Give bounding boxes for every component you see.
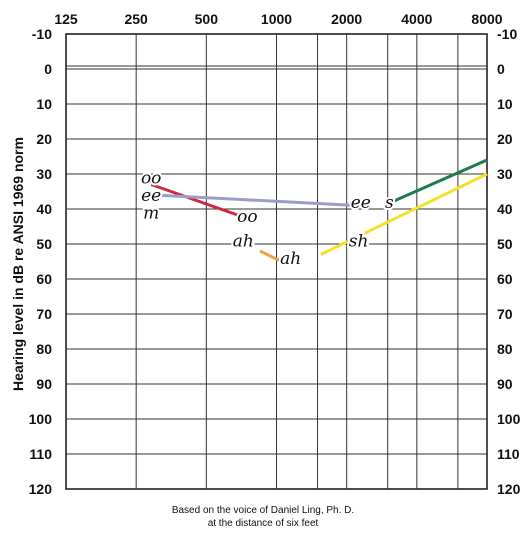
y-tick-label-left: 30 bbox=[36, 166, 52, 182]
phoneme-label: m bbox=[143, 204, 159, 224]
y-tick-label-left: 50 bbox=[36, 236, 52, 252]
y-axis-title: Hearing level in dB re ANSI 1969 norm bbox=[10, 137, 26, 391]
phoneme-label: oo bbox=[141, 169, 161, 189]
series-line bbox=[320, 172, 488, 256]
grid bbox=[65, 33, 488, 490]
series-lines bbox=[150, 158, 488, 263]
series-line bbox=[150, 183, 241, 218]
x-tick-label: 8000 bbox=[471, 11, 502, 27]
y-tick-label-left: 70 bbox=[36, 306, 52, 322]
x-tick-label: 4000 bbox=[401, 11, 432, 27]
phoneme-label: s bbox=[385, 193, 394, 213]
phoneme-label: ah bbox=[233, 232, 254, 252]
y-tick-label-left: 10 bbox=[36, 96, 52, 112]
y-tick-label-left: 60 bbox=[36, 271, 52, 287]
y-tick-label-right: 30 bbox=[497, 166, 513, 182]
y-tick-label-right: 20 bbox=[497, 131, 513, 147]
x-tick-label: 250 bbox=[124, 11, 148, 27]
y-tick-label-right: 90 bbox=[497, 376, 513, 392]
y-tick-label-left: -10 bbox=[32, 26, 52, 42]
y-tick-label-right: 0 bbox=[497, 61, 505, 77]
y-tick-label-right: 40 bbox=[497, 201, 513, 217]
y-tick-label-right: -10 bbox=[497, 26, 517, 42]
phoneme-label: ee bbox=[141, 186, 161, 206]
y-tick-label-left: 100 bbox=[29, 411, 53, 427]
y-tick-label-left: 110 bbox=[29, 446, 52, 462]
x-tick-label: 1000 bbox=[261, 11, 292, 27]
y-tick-label-left: 0 bbox=[44, 61, 52, 77]
y-tick-label-left: 40 bbox=[36, 201, 52, 217]
series-line bbox=[154, 193, 357, 207]
x-tick-label: 2000 bbox=[331, 11, 362, 27]
y-tick-label-right: 10 bbox=[497, 96, 513, 112]
phoneme-label: ah bbox=[280, 249, 301, 269]
series-line bbox=[259, 249, 283, 263]
y-tick-label-right: 60 bbox=[497, 271, 513, 287]
y-tick-label-right: 120 bbox=[497, 481, 521, 497]
phoneme-label: oo bbox=[237, 207, 257, 227]
y-tick-label-right: 50 bbox=[497, 236, 513, 252]
y-tick-label-left: 80 bbox=[36, 341, 52, 357]
y-tick-label-left: 90 bbox=[36, 376, 52, 392]
y-tick-label-right: 80 bbox=[497, 341, 513, 357]
phoneme-label: ee bbox=[351, 193, 371, 213]
y-tick-label-left: 120 bbox=[29, 481, 53, 497]
x-tick-label: 500 bbox=[195, 11, 219, 27]
x-tick-label: 125 bbox=[54, 11, 78, 27]
series-line bbox=[387, 158, 488, 206]
y-tick-label-right: 70 bbox=[497, 306, 513, 322]
y-tick-label-left: 20 bbox=[36, 131, 52, 147]
phoneme-label: sh bbox=[349, 232, 369, 252]
y-tick-label-right: 100 bbox=[497, 411, 521, 427]
y-tick-label-right: 110 bbox=[497, 446, 520, 462]
caption-line-1: Based on the voice of Daniel Ling, Ph. D… bbox=[171, 505, 355, 516]
caption-line-2: at the distance of six feet bbox=[207, 518, 319, 529]
